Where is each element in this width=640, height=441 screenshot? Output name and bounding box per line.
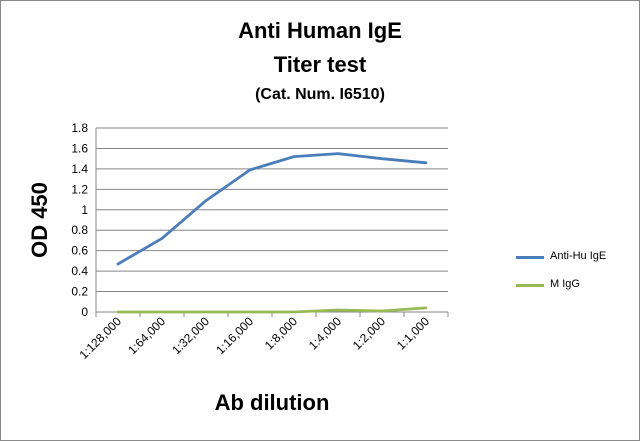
x-axis-label: Ab dilution xyxy=(214,390,330,415)
series-line-m-igg xyxy=(116,306,428,314)
x-tick-label: 1:32,000 xyxy=(169,314,212,357)
chart-title-line-3: (Cat. Num. I6510) xyxy=(255,86,385,103)
x-tick-label: 1:2,000 xyxy=(350,314,388,352)
x-tick-label: 1:128,000 xyxy=(76,314,124,362)
chart-title-line-1: Anti Human IgE xyxy=(238,18,402,43)
x-tick-label: 1:64,000 xyxy=(125,314,168,357)
y-tick-label: 1.2 xyxy=(71,182,88,196)
y-tick-label: 0.8 xyxy=(71,223,88,237)
legend-swatch-m-igg xyxy=(516,284,544,287)
series-line-anti-hu-ige xyxy=(116,152,428,266)
legend-label-anti-hu-ige: Anti-Hu IgE xyxy=(550,250,607,262)
chart-title-line-2: Titer test xyxy=(273,52,367,77)
y-tick-label: 1.8 xyxy=(71,121,88,135)
y-tick-label: 1.4 xyxy=(71,162,88,176)
y-tick-label: 1 xyxy=(81,203,88,217)
legend-swatch-anti-hu-ige xyxy=(516,256,544,259)
y-tick-label: 0 xyxy=(81,305,88,319)
x-tick-label: 1:8,000 xyxy=(262,314,300,352)
y-tick-label: 0.2 xyxy=(71,285,88,299)
y-tick-label: 0.4 xyxy=(71,264,88,278)
y-tick-label: 1.6 xyxy=(71,141,88,155)
legend-label-m-igg: M IgG xyxy=(550,278,580,290)
x-tick-label: 1:16,000 xyxy=(213,314,256,357)
x-tick-label: 1:1,000 xyxy=(394,314,432,352)
y-tick-label: 0.6 xyxy=(71,244,88,258)
x-tick-label: 1:4,000 xyxy=(306,314,344,352)
